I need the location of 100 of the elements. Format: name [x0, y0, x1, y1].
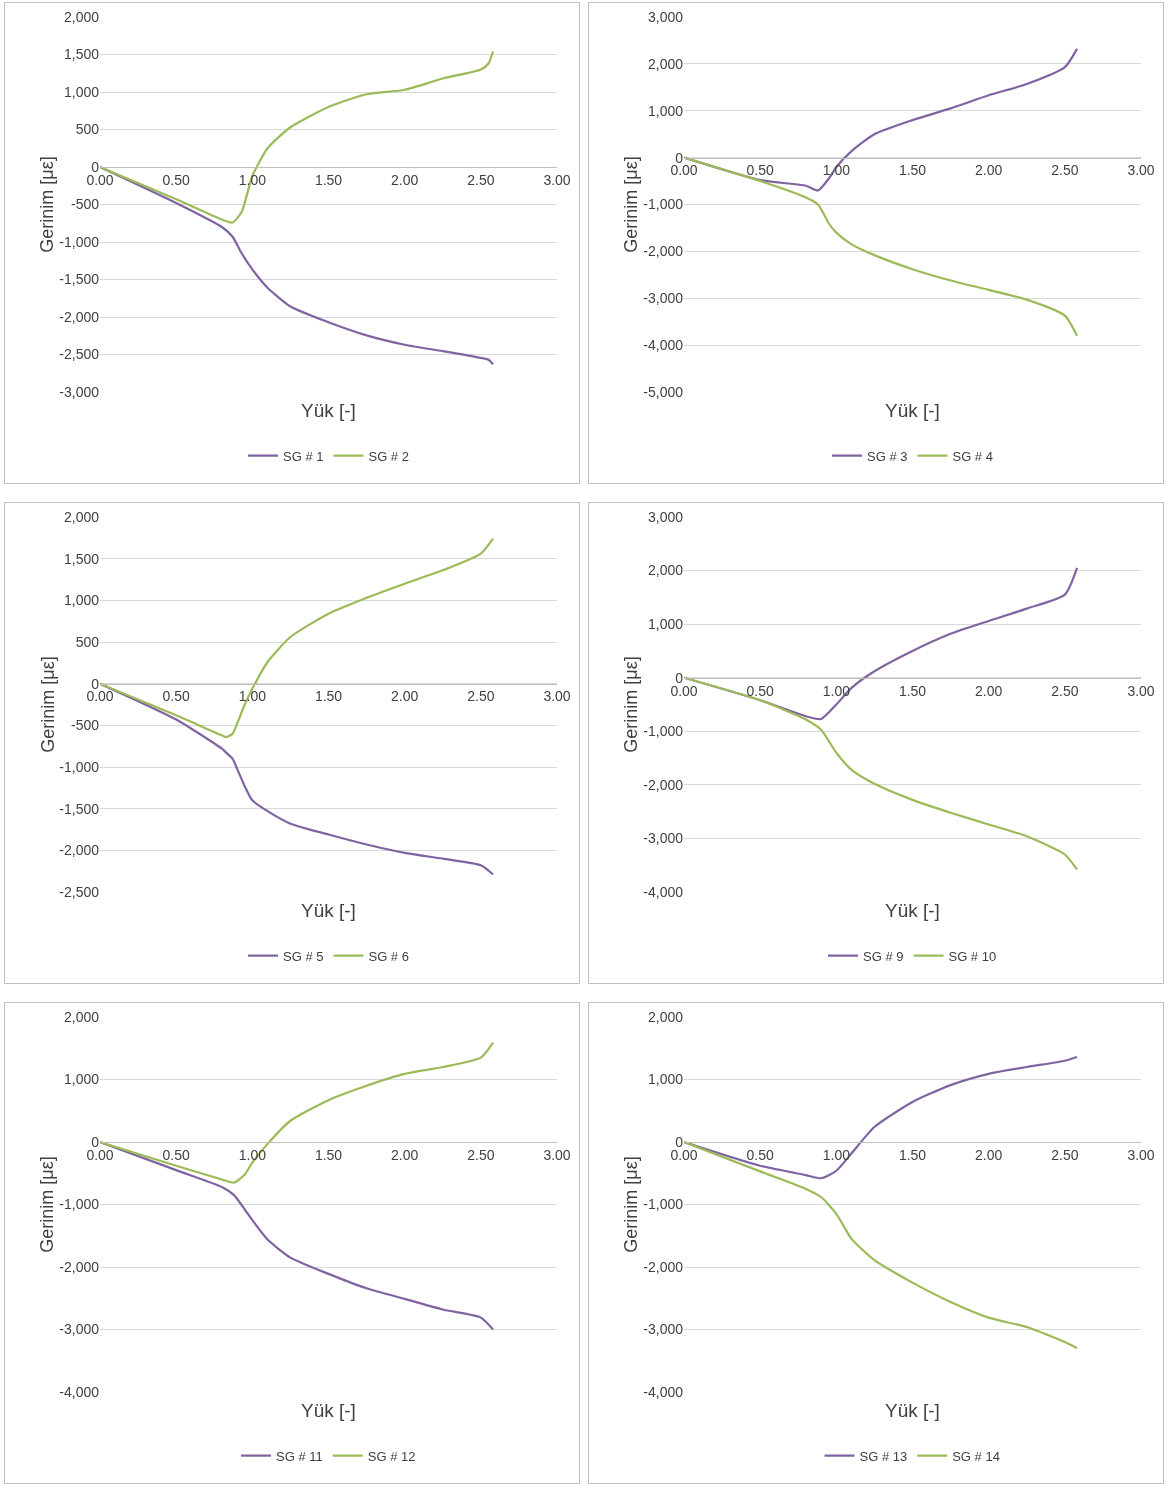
- y-tick-label: 2,000: [63, 8, 100, 25]
- x-axis-title: Yük [-]: [301, 900, 356, 921]
- y-tick-label: -2,000: [59, 1258, 100, 1275]
- y-tick-label: -2,500: [59, 883, 100, 900]
- x-tick-label: 2.50: [1051, 682, 1079, 699]
- legend-label: SG # 3: [867, 448, 908, 464]
- y-tick-label: -4,000: [643, 1383, 684, 1400]
- y-axis-title: Gerinim [με]: [37, 156, 58, 253]
- y-tick-label: 1,000: [63, 83, 100, 100]
- legend-label: SG # 1: [283, 448, 324, 464]
- y-tick-label: -1,000: [59, 1196, 100, 1213]
- legend-label: SG # 12: [367, 1448, 416, 1464]
- x-tick-label: 1.50: [898, 1146, 927, 1163]
- x-tick-label: 1.00: [822, 1146, 851, 1163]
- x-axis-title: Yük [-]: [885, 400, 940, 421]
- x-tick-label: 2.50: [467, 171, 495, 188]
- y-tick-label: 1,000: [63, 592, 100, 609]
- y-tick-label: -1,000: [59, 758, 100, 775]
- x-tick-label: 2.00: [975, 162, 1003, 179]
- y-tick-label: 1,500: [63, 550, 100, 567]
- y-axis-title: Gerinim [με]: [621, 1156, 642, 1253]
- x-tick-label: 1.50: [314, 688, 343, 705]
- x-tick-label: 2.00: [391, 688, 419, 705]
- legend-label: SG # 10: [948, 948, 997, 964]
- x-tick-label: 1.50: [314, 171, 343, 188]
- y-tick-label: -2,000: [59, 842, 100, 859]
- x-tick-label: 0.50: [162, 688, 191, 705]
- y-tick-label: -1,000: [643, 723, 684, 740]
- y-tick-label: -2,000: [643, 776, 684, 793]
- y-tick-label: 2,000: [647, 562, 684, 579]
- x-axis-title: Yük [-]: [885, 1400, 940, 1421]
- y-axis-title: Gerinim [με]: [621, 156, 642, 253]
- y-tick-label: -3,000: [59, 1321, 100, 1338]
- x-tick-label: 0.50: [746, 1146, 775, 1163]
- x-tick-label: 1.00: [822, 682, 851, 699]
- y-tick-label: -500: [70, 717, 100, 734]
- y-tick-label: 1,500: [63, 46, 100, 63]
- x-axis-title: Yük [-]: [301, 1400, 356, 1421]
- x-tick-label: 2.00: [975, 682, 1003, 699]
- x-tick-label: 3.00: [1127, 162, 1155, 179]
- y-axis-title: Gerinim [με]: [37, 1156, 58, 1253]
- y-tick-label: -3,000: [643, 830, 684, 847]
- x-tick-label: 3.00: [543, 688, 571, 705]
- y-tick-label: 3,000: [647, 8, 684, 25]
- y-tick-label: 2,000: [647, 55, 684, 72]
- legend-label: SG # 11: [276, 1448, 323, 1464]
- legend-label: SG # 5: [283, 948, 324, 964]
- legend-label: SG # 6: [368, 948, 409, 964]
- y-tick-label: -500: [70, 196, 100, 213]
- x-tick-label: 2.50: [1051, 1146, 1079, 1163]
- x-tick-label: 2.50: [467, 688, 495, 705]
- x-tick-label: 0.50: [746, 162, 775, 179]
- y-tick-label: -1,000: [643, 1196, 684, 1213]
- x-tick-label: 3.00: [543, 171, 571, 188]
- y-tick-label: 1,000: [647, 1071, 684, 1088]
- y-tick-label: -2,000: [643, 243, 684, 260]
- y-tick-label: 2,000: [647, 1008, 684, 1025]
- y-tick-label: -3,000: [59, 383, 100, 400]
- y-tick-label: -2,500: [59, 346, 100, 363]
- y-tick-label: -3,000: [643, 1321, 684, 1338]
- legend-label: SG # 9: [863, 948, 904, 964]
- x-axis-title: Yük [-]: [885, 900, 940, 921]
- legend-label: SG # 13: [859, 1448, 908, 1464]
- y-tick-label: -2,000: [643, 1258, 684, 1275]
- x-tick-label: 3.00: [1127, 682, 1155, 699]
- y-tick-label: 2,000: [63, 508, 100, 525]
- legend-label: SG # 4: [952, 448, 993, 464]
- y-axis-title: Gerinim [με]: [621, 656, 642, 753]
- y-tick-label: 3,000: [647, 508, 684, 525]
- y-tick-label: -1,000: [643, 196, 684, 213]
- legend-label: SG # 2: [368, 448, 409, 464]
- x-tick-label: 0.50: [162, 1146, 191, 1163]
- legend-label: SG # 14: [952, 1448, 1000, 1464]
- x-tick-label: 3.00: [1127, 1146, 1155, 1163]
- y-tick-label: 1,000: [63, 1071, 100, 1088]
- x-tick-label: 0.50: [746, 682, 775, 699]
- x-tick-label: 3.00: [543, 1146, 571, 1163]
- x-tick-label: 2.00: [391, 1146, 419, 1163]
- y-tick-label: -1,500: [59, 800, 100, 817]
- x-tick-label: 2.00: [391, 171, 419, 188]
- x-tick-label: 1.50: [898, 162, 927, 179]
- y-tick-label: 1,000: [647, 616, 684, 633]
- y-tick-label: -1,500: [59, 271, 100, 288]
- x-tick-label: 2.00: [975, 1146, 1003, 1163]
- y-tick-label: -1,000: [59, 233, 100, 250]
- y-tick-label: 500: [75, 121, 100, 138]
- y-tick-label: -4,000: [59, 1383, 100, 1400]
- y-tick-label: -4,000: [643, 883, 684, 900]
- x-tick-label: 1.50: [314, 1146, 343, 1163]
- x-tick-label: 0.50: [162, 171, 191, 188]
- y-tick-label: 1,000: [647, 102, 684, 119]
- x-tick-label: 2.50: [1051, 162, 1079, 179]
- y-tick-label: -3,000: [643, 290, 684, 307]
- y-tick-label: -2,000: [59, 308, 100, 325]
- y-tick-label: -5,000: [643, 383, 684, 400]
- x-tick-label: 2.50: [467, 1146, 495, 1163]
- y-tick-label: -4,000: [643, 337, 684, 354]
- x-axis-title: Yük [-]: [301, 400, 356, 421]
- y-tick-label: 2,000: [63, 1008, 100, 1025]
- y-axis-title: Gerinim [με]: [38, 656, 58, 753]
